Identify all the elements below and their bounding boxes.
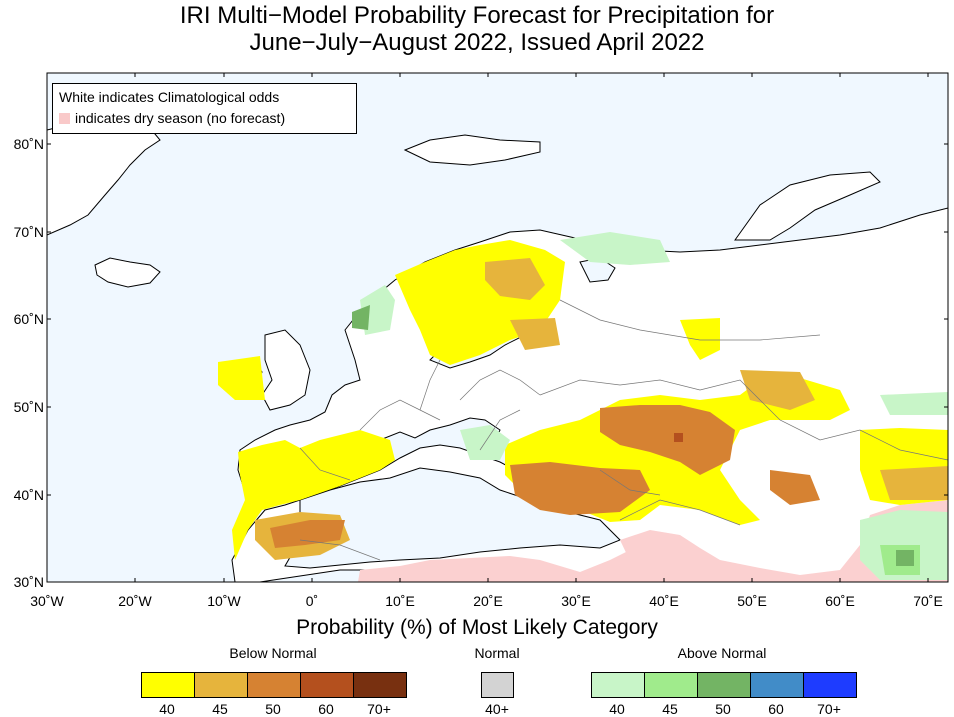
below-normal-swatch-70 xyxy=(354,673,406,697)
legend-dry-season: indicates dry season (no forecast) xyxy=(59,110,285,126)
above-normal-tick-50: 50 xyxy=(715,701,731,717)
below-normal-60-cell xyxy=(674,433,683,442)
below-normal-50-north-africa xyxy=(270,520,345,548)
country-borders xyxy=(299,299,949,561)
below-normal-colorbar xyxy=(141,672,407,698)
below-normal-50-areas xyxy=(270,405,820,548)
legend-dry-season-text: indicates dry season (no forecast) xyxy=(75,110,286,126)
below-normal-40-ireland xyxy=(218,356,265,400)
lat-label-40n: 40˚N xyxy=(14,487,44,503)
lat-ticks xyxy=(47,143,948,496)
map-legend-box: White indicates Climatological odds indi… xyxy=(52,83,357,134)
lon-ticks xyxy=(46,73,929,582)
normal-colorbar xyxy=(481,672,514,698)
lon-label-20w: 20˚W xyxy=(118,593,152,609)
below-normal-tick-45: 45 xyxy=(212,701,228,717)
svalbard-land xyxy=(403,134,541,166)
british-isles-land xyxy=(261,329,311,411)
above-normal-title: Above Normal xyxy=(677,645,767,661)
normal-tick-40: 40+ xyxy=(485,701,509,717)
below-normal-50-turkey xyxy=(510,462,650,515)
lon-label-10w: 10˚W xyxy=(207,593,241,609)
lon-label-10e: 10˚E xyxy=(385,593,415,609)
novaya-zemlya-land xyxy=(734,171,881,241)
below-normal-40-iberia xyxy=(232,430,395,560)
below-normal-40-russia xyxy=(680,318,720,360)
normal-swatch-40 xyxy=(482,673,513,697)
above-normal-swatch-50 xyxy=(698,673,751,697)
forecast-map: 80˚N 70˚N 60˚N 50˚N 40˚N 30˚N 30˚W 20˚W … xyxy=(14,72,949,609)
lon-label-50e: 50˚E xyxy=(737,593,767,609)
lat-label-50n: 50˚N xyxy=(14,399,44,415)
above-normal-40-kola xyxy=(560,232,670,265)
map-frame xyxy=(46,72,949,583)
above-normal-swatch-60 xyxy=(751,673,804,697)
below-normal-tick-70: 70+ xyxy=(367,701,391,717)
lon-label-70e: 70˚E xyxy=(913,593,943,609)
below-normal-45-finland xyxy=(485,258,545,300)
above-normal-50-cell xyxy=(896,550,914,566)
lon-label-30w: 30˚W xyxy=(30,593,64,609)
above-normal-tick-70: 70+ xyxy=(817,701,841,717)
below-normal-tick-60: 60 xyxy=(318,701,334,717)
lon-label-40e: 40˚E xyxy=(649,593,679,609)
below-normal-tick-40: 40 xyxy=(159,701,175,717)
below-normal-swatch-60 xyxy=(301,673,354,697)
colorbar-title: Probability (%) of Most Likely Category xyxy=(296,616,658,639)
below-normal-45-russia xyxy=(740,370,815,410)
lon-label-20e: 20˚E xyxy=(473,593,503,609)
above-normal-tick-40: 40 xyxy=(609,701,625,717)
below-normal-60-areas xyxy=(674,433,683,442)
below-normal-tick-50: 50 xyxy=(265,701,281,717)
below-normal-title: Below Normal xyxy=(229,645,317,661)
lat-label-70n: 70˚N xyxy=(14,224,44,240)
map-title-line-1: IRI Multi−Model Probability Forecast for… xyxy=(179,2,775,29)
above-normal-50-areas xyxy=(352,305,914,566)
above-normal-tick-45: 45 xyxy=(662,701,678,717)
mediterranean-sea xyxy=(284,467,621,569)
dry-season-north-africa xyxy=(358,545,660,582)
below-normal-swatch-50 xyxy=(248,673,301,697)
lon-label-30e: 30˚E xyxy=(561,593,591,609)
lon-label-60e: 60˚E xyxy=(825,593,855,609)
below-normal-45-central-asia xyxy=(880,466,948,500)
below-normal-50-ukraine-russia xyxy=(600,405,735,475)
above-normal-swatch-70 xyxy=(804,673,856,697)
below-normal-45-baltics xyxy=(510,318,560,350)
map-title-line-2: June−July−August 2022, Issued April 2022 xyxy=(249,29,705,56)
lat-label-30n: 30˚N xyxy=(14,574,44,590)
below-normal-50-iran xyxy=(770,470,820,505)
iceland-land xyxy=(94,257,161,288)
below-normal-swatch-45 xyxy=(195,673,248,697)
above-normal-40-east-europe xyxy=(880,392,948,415)
above-normal-40-norway xyxy=(360,285,395,335)
normal-title: Normal xyxy=(474,645,520,661)
lat-label-60n: 60˚N xyxy=(14,311,44,327)
above-normal-colorbar xyxy=(591,672,857,698)
above-normal-50-norway xyxy=(352,305,370,330)
dry-season-swatch xyxy=(59,113,70,124)
above-normal-tick-60: 60 xyxy=(768,701,784,717)
lon-label-0: 0˚ xyxy=(306,593,318,609)
lat-label-80n: 80˚N xyxy=(14,136,44,152)
below-normal-swatch-40 xyxy=(142,673,195,697)
above-normal-swatch-45 xyxy=(645,673,698,697)
legend-climatological-odds: White indicates Climatological odds xyxy=(59,89,280,105)
above-normal-swatch-40 xyxy=(592,673,645,697)
